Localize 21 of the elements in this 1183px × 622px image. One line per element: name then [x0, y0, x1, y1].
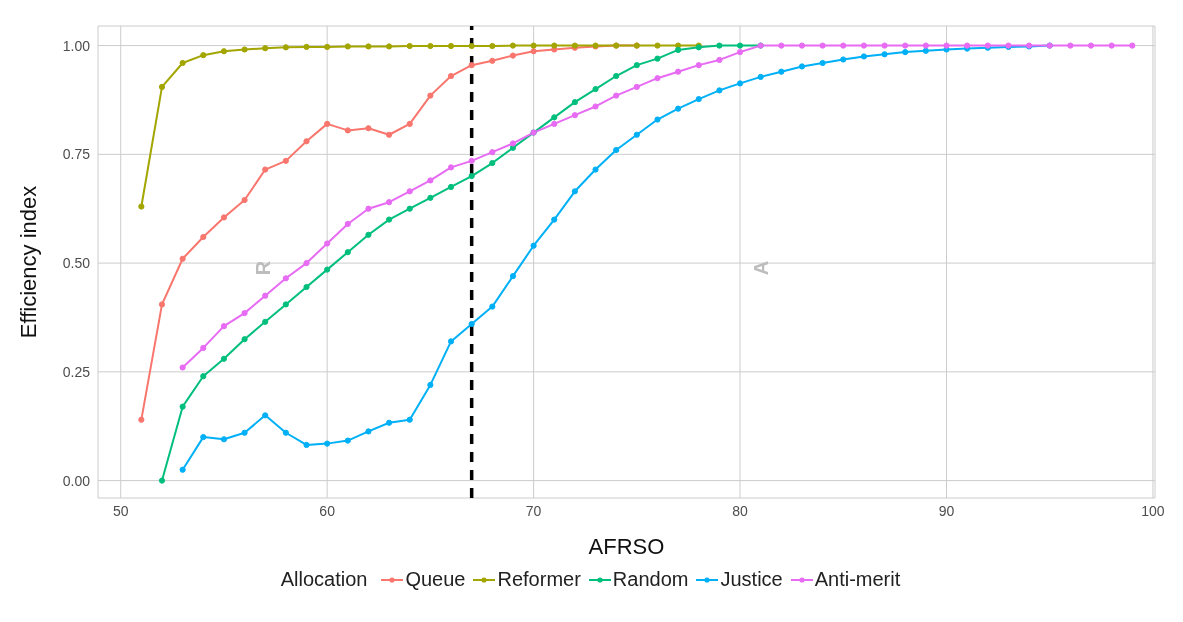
legend-label: Anti-merit: [814, 568, 901, 591]
legend-label: Reformer: [497, 568, 581, 591]
annotation: R: [252, 260, 275, 276]
y-tick-label: 0.50: [62, 255, 91, 272]
legend-label: Random: [612, 568, 689, 591]
x-tick-label: 60: [319, 502, 336, 519]
x-tick-label: 70: [525, 502, 542, 519]
annotation: A: [750, 260, 773, 276]
y-tick-label: 1.00: [62, 37, 91, 54]
legend-title: Allocation: [280, 568, 368, 591]
x-tick-label: 50: [112, 502, 129, 519]
legend-label: Queue: [405, 568, 466, 591]
x-axis-title: AFRSO: [588, 534, 665, 559]
y-tick-label: 0.25: [62, 363, 91, 380]
y-tick-label: 0.75: [62, 146, 91, 163]
y-tick-label: 0.00: [62, 472, 91, 489]
x-tick-label: 80: [732, 502, 749, 519]
x-tick-label: 100: [1141, 502, 1165, 519]
legend-label: Justice: [720, 568, 783, 591]
y-axis-title: Efficiency index: [15, 185, 41, 339]
x-tick-label: 90: [938, 502, 955, 519]
